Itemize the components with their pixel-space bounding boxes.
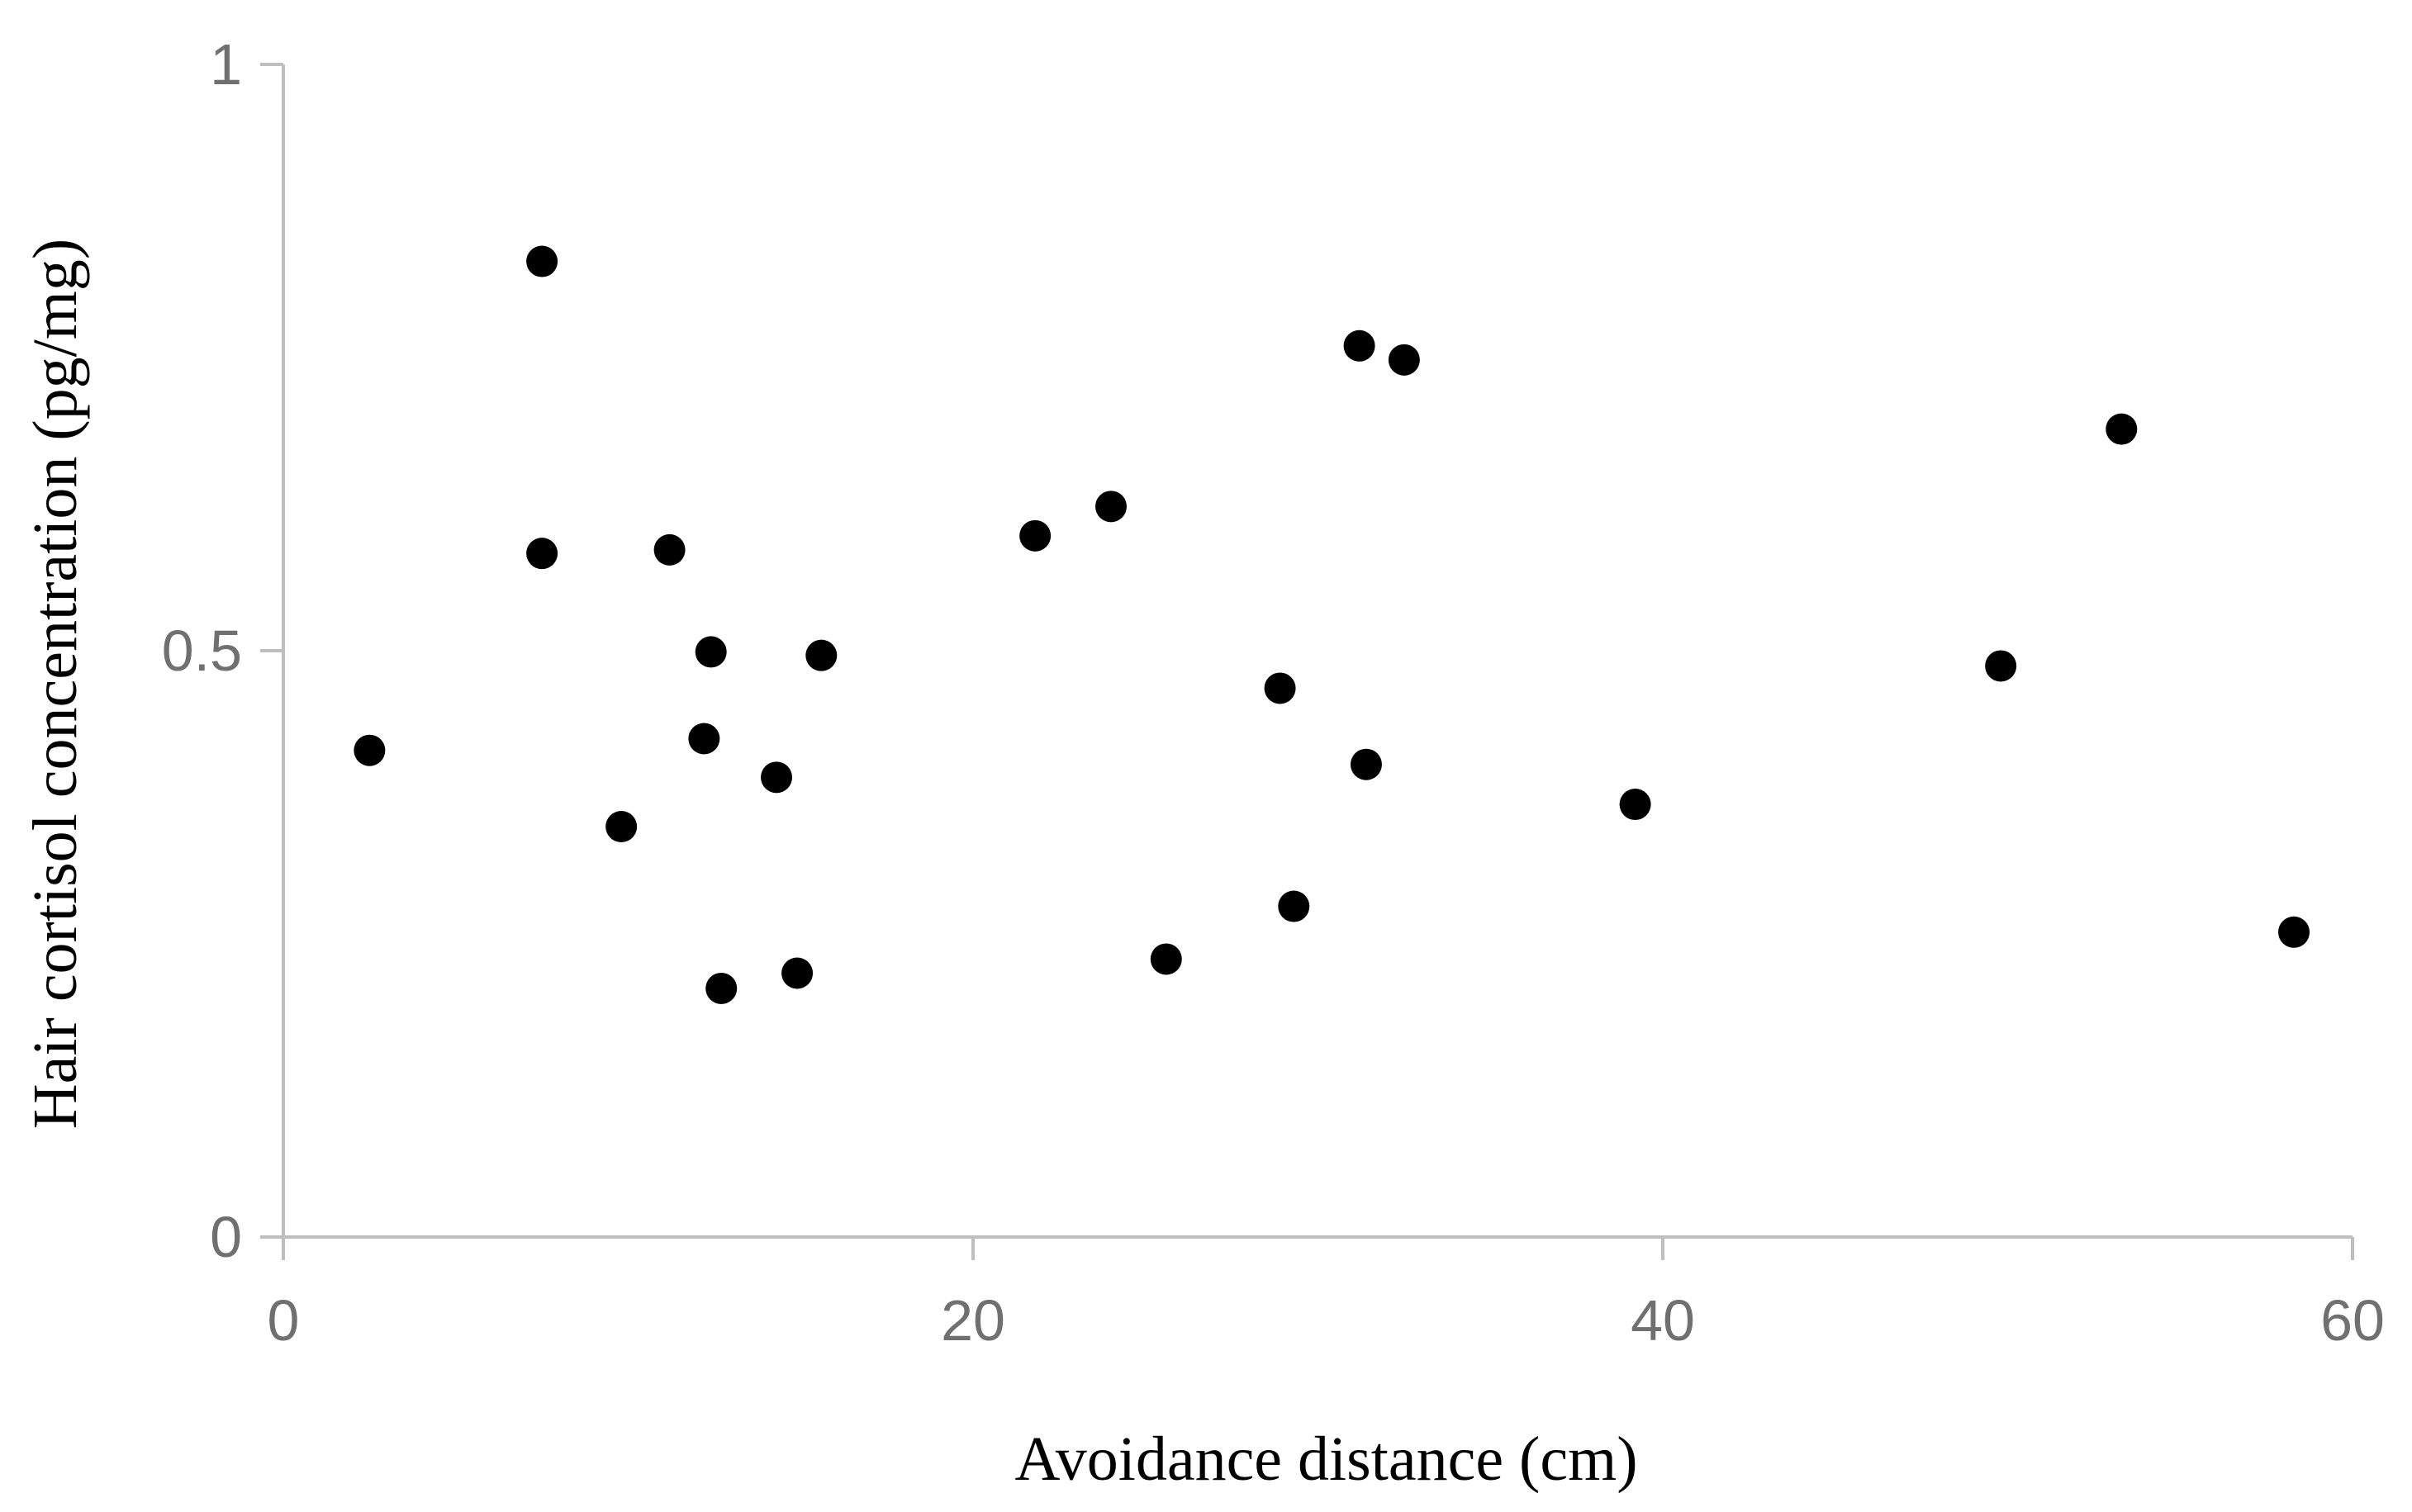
data-point (1095, 491, 1127, 523)
y-tick-label: 1 (210, 32, 242, 97)
x-axis-title: Avoidance distance (cm) (1014, 1424, 1637, 1494)
y-tick-label: 0.5 (162, 619, 242, 683)
data-point (1264, 672, 1296, 704)
data-point (2278, 916, 2310, 948)
y-axis-ticks: 00.51 (162, 32, 283, 1269)
data-point (1350, 748, 1382, 780)
data-point (653, 533, 686, 566)
data-point (1150, 943, 1182, 975)
data-point (761, 761, 793, 794)
x-axis-ticks: 0 20 40 60 (268, 1237, 2385, 1353)
data-point (526, 245, 558, 277)
x-tick-label: 40 (1631, 1288, 1695, 1353)
data-point (688, 723, 720, 755)
y-axis-title: Hair cortisol concentration (pg/mg) (21, 239, 90, 1129)
axes: 00.51 0 20 40 60 (162, 32, 2385, 1353)
x-tick-label: 0 (268, 1288, 300, 1353)
x-tick-label: 20 (941, 1288, 1005, 1353)
data-point (805, 639, 838, 671)
data-point (2106, 413, 2138, 445)
data-point (1985, 650, 2017, 682)
data-point (695, 636, 727, 668)
data-point (1619, 789, 1651, 821)
data-points (354, 245, 2310, 1004)
data-point (1278, 890, 1310, 922)
data-point (1019, 519, 1052, 552)
x-tick-label: 60 (2320, 1288, 2385, 1353)
data-point (781, 957, 814, 989)
data-point (605, 811, 638, 842)
data-point (1343, 329, 1375, 362)
data-point (705, 972, 738, 1004)
data-point (1388, 344, 1420, 376)
data-point (354, 734, 386, 766)
data-point (526, 538, 558, 570)
y-tick-label: 0 (210, 1205, 242, 1269)
